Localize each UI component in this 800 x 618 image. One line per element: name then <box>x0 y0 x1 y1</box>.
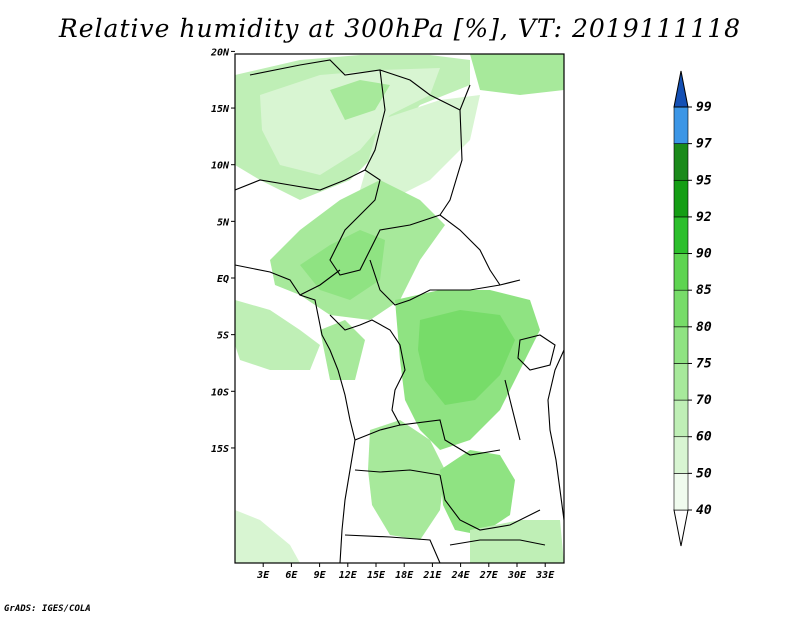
latitude-axis: 20N 15N 10N 5N EQ 5S 10S 15S <box>210 47 235 455</box>
coastline-west <box>235 264 356 563</box>
colorbar-level-label: 80 <box>696 320 712 335</box>
border-congo <box>329 314 501 456</box>
colorbar-over-triangle <box>673 70 689 108</box>
colorbar-level-label: 75 <box>696 356 712 371</box>
colorbar-segment <box>673 473 689 511</box>
lon-tick-label: 21E <box>422 570 442 581</box>
lat-tick-label: EQ <box>217 274 229 285</box>
colorbar-segment <box>673 436 689 474</box>
colorbar-segment <box>673 143 689 181</box>
border-car <box>369 259 521 306</box>
border-south <box>344 534 546 563</box>
humidity-region-west-coast <box>235 300 320 370</box>
border-sahel <box>235 169 501 286</box>
lon-tick-label: 30E <box>507 570 527 581</box>
chart-title: Relative humidity at 300hPa [%], VT: 201… <box>58 14 742 43</box>
lon-tick-label: 12E <box>339 570 358 581</box>
lat-tick-label: 15N <box>211 104 230 115</box>
colorbar-level-label: 95 <box>696 173 712 188</box>
humidity-band-east <box>360 95 480 200</box>
humidity-region-southwest <box>368 420 445 540</box>
colorbar-legend: 40 50 60 70 75 80 85 90 92 95 97 99 <box>673 70 712 547</box>
colorbar-level-label: 85 <box>696 283 712 298</box>
lon-tick-label: 15E <box>367 570 386 581</box>
colorbar-level-label: 90 <box>696 247 712 262</box>
colorbar-level-label: 92 <box>696 210 712 225</box>
lon-tick-label: 6E <box>285 570 298 581</box>
humidity-region-gabon <box>320 320 365 380</box>
lat-tick-label: 5S <box>217 331 229 342</box>
humidity-band-northwest-inner <box>260 68 440 175</box>
colorbar-level-label: 99 <box>696 100 712 115</box>
colorbar-segment <box>673 106 689 144</box>
lat-tick-label: 20N <box>210 47 230 58</box>
border-cameroon <box>299 269 341 296</box>
border-zambia <box>439 474 541 531</box>
colorbar-segment <box>673 179 689 218</box>
coastline-east <box>547 349 564 521</box>
longitude-axis: 3E 6E 9E 12E 15E 18E 21E 24E 27E 30E 33E <box>256 563 555 581</box>
lon-tick-label: 24E <box>451 570 471 581</box>
lat-tick-label: 15S <box>211 444 229 455</box>
lon-tick-label: 33E <box>535 570 555 581</box>
colorbar-segment <box>673 253 689 291</box>
lat-tick-label: 5N <box>217 217 230 228</box>
border-lake-tanganyika <box>504 379 521 441</box>
humidity-region-south-central <box>440 450 515 535</box>
lon-tick-label: 3E <box>256 570 270 581</box>
colorbar-segment <box>673 363 689 401</box>
colorbar-level-label: 40 <box>696 503 712 518</box>
lon-tick-label: 27E <box>479 570 499 581</box>
humidity-band-central-core <box>300 230 385 300</box>
humidity-region-congo-core <box>418 310 515 405</box>
colorbar-level-label: 60 <box>696 430 712 445</box>
colorbar-under-triangle <box>673 509 689 547</box>
colorbar-segment <box>673 326 689 364</box>
humidity-band-north-streak <box>330 80 390 120</box>
map-frame <box>234 53 565 564</box>
colorbar-segment <box>673 399 689 438</box>
humidity-fields <box>235 54 564 563</box>
lat-tick-label: 10S <box>211 387 229 398</box>
humidity-region-southeast <box>470 520 564 563</box>
colorbar-segment <box>673 289 689 328</box>
humidity-band-northeast <box>470 54 564 95</box>
border-lake-victoria <box>517 334 556 371</box>
lat-tick-label: 10N <box>211 161 230 172</box>
colorbar-segment <box>673 216 689 254</box>
colorbar-level-label: 70 <box>696 393 712 408</box>
country-borders <box>235 59 564 563</box>
colorbar-level-label: 97 <box>696 137 712 152</box>
grads-credit: GrADS: IGES/COLA <box>4 604 91 614</box>
lon-tick-label: 18E <box>395 570 414 581</box>
border-sudan <box>439 109 463 216</box>
humidity-region-southwest-corner <box>235 510 300 563</box>
border-angola <box>354 424 441 476</box>
colorbar-level-label: 50 <box>696 466 712 481</box>
lon-tick-label: 9E <box>314 570 327 581</box>
border-chad <box>364 69 386 171</box>
